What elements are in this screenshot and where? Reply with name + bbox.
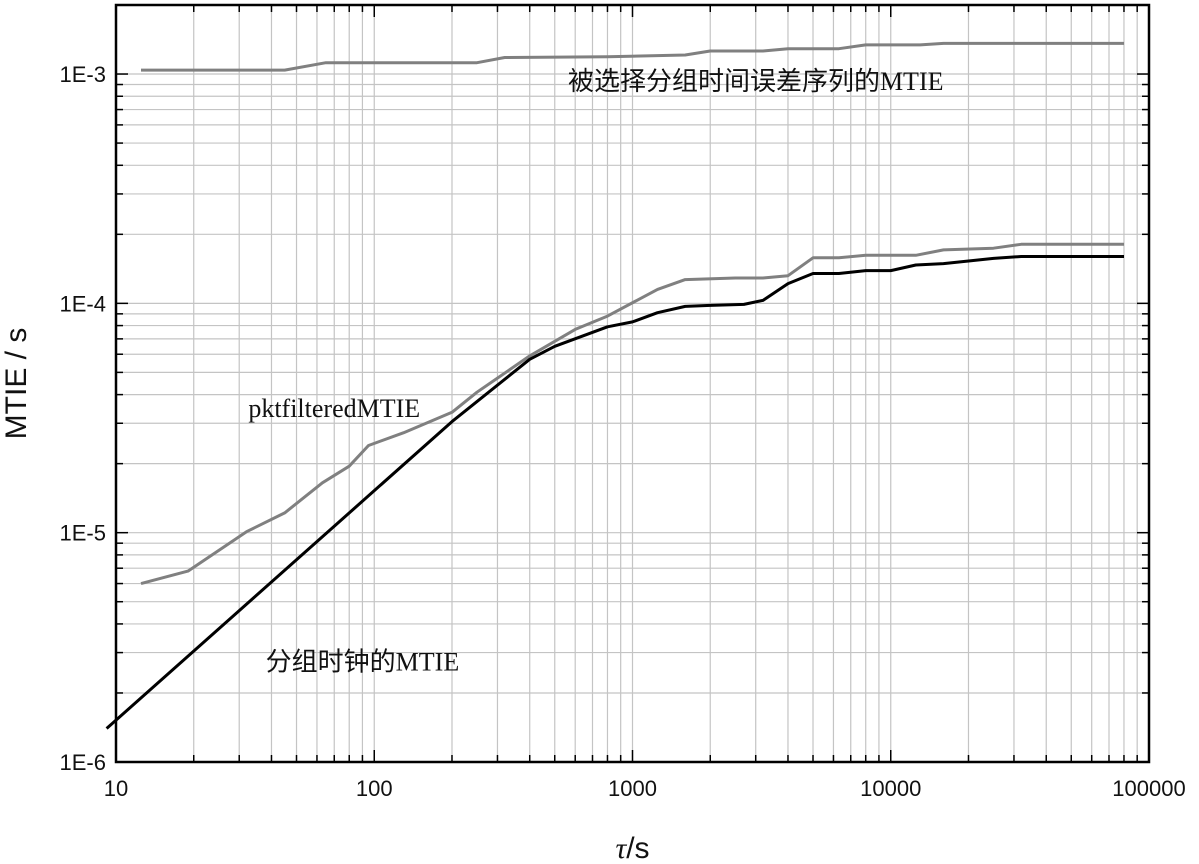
y-axis-title: MTIE / s xyxy=(0,328,33,440)
series-line-2 xyxy=(140,242,1124,586)
tick-labels: 10 100 1000 10000 100000 1E-6 1E-5 1E-4 1E-3 xyxy=(60,62,1186,801)
y-tick-label: 1E-5 xyxy=(60,521,106,546)
annotation-1: 被选择分组时间误差序列的MTIE xyxy=(568,67,944,96)
y-tick-label: 1E-6 xyxy=(60,750,106,775)
annotations: 被选择分组时间误差序列的MTIE pktfilteredMTIE 分组时钟的MTIE xyxy=(248,67,943,677)
series-line-1 xyxy=(141,41,1124,72)
x-tick-label: 10000 xyxy=(860,776,921,801)
series-lines xyxy=(105,41,1124,730)
annotation-2: pktfilteredMTIE xyxy=(248,394,420,423)
grid xyxy=(115,4,1149,763)
series-line-3 xyxy=(105,255,1124,730)
y-tick-label: 1E-3 xyxy=(60,62,106,87)
annotation-3: 分组时钟的MTIE xyxy=(266,648,460,677)
y-tick-label: 1E-4 xyxy=(60,291,106,316)
x-tick-label: 100 xyxy=(356,776,393,801)
x-tick-label: 10 xyxy=(104,776,128,801)
axis-ticks xyxy=(115,4,1149,763)
x-axis-title: τ/s xyxy=(615,832,649,864)
x-tick-label: 1000 xyxy=(608,776,657,801)
x-axis-symbol: τ xyxy=(615,832,627,864)
x-axis-unit: /s xyxy=(626,832,649,864)
x-tick-label: 100000 xyxy=(1112,776,1185,801)
